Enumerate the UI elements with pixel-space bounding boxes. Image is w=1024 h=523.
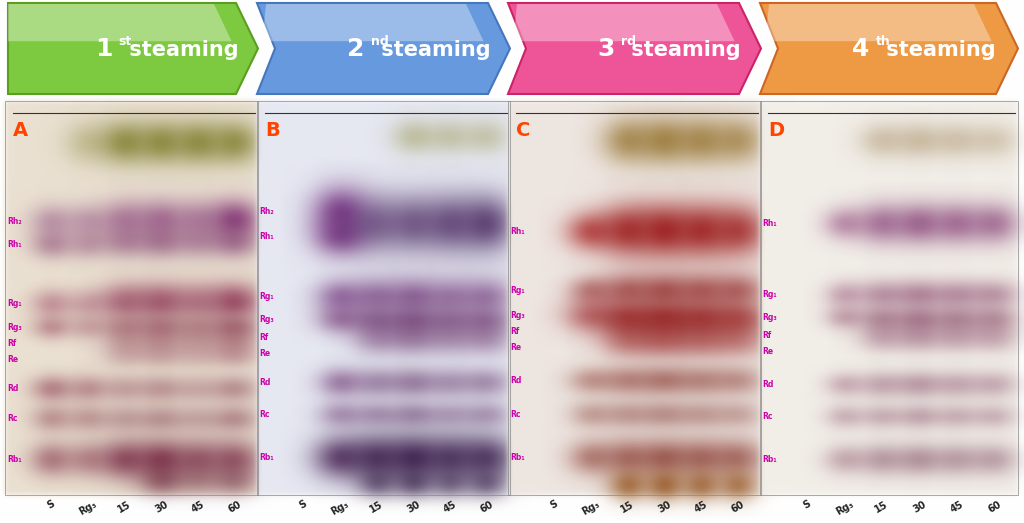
- Text: steaming: steaming: [625, 40, 741, 61]
- Text: A: A: [13, 121, 28, 140]
- Text: steaming: steaming: [374, 40, 490, 61]
- Bar: [508, 101, 761, 495]
- Text: Rg₁: Rg₁: [259, 291, 273, 301]
- Text: Rg₃: Rg₃: [78, 499, 98, 517]
- Text: 15: 15: [117, 499, 133, 515]
- Text: 30: 30: [911, 499, 928, 515]
- Text: Rd: Rd: [510, 376, 521, 385]
- Text: 30: 30: [656, 499, 673, 515]
- Text: 45: 45: [441, 499, 459, 515]
- Text: Rf: Rf: [510, 327, 519, 336]
- Text: Rg₁: Rg₁: [510, 286, 524, 294]
- Text: st: st: [119, 35, 132, 48]
- Bar: [257, 101, 510, 495]
- Polygon shape: [513, 4, 734, 41]
- Text: 30: 30: [153, 499, 170, 515]
- Text: Rb₁: Rb₁: [7, 455, 22, 464]
- Text: C: C: [516, 121, 530, 140]
- Bar: [5, 101, 258, 495]
- Text: B: B: [265, 121, 280, 140]
- Text: rd: rd: [622, 35, 637, 48]
- Text: Rc: Rc: [259, 410, 269, 419]
- Text: S: S: [298, 499, 309, 511]
- Text: 4: 4: [852, 38, 869, 62]
- Text: Rg₁: Rg₁: [762, 290, 777, 299]
- Text: Re: Re: [7, 355, 18, 363]
- Text: Rg₃: Rg₃: [581, 499, 602, 517]
- Text: 45: 45: [948, 499, 965, 515]
- Text: 1: 1: [95, 38, 113, 62]
- Text: S: S: [46, 499, 57, 511]
- Text: Rh₂: Rh₂: [259, 207, 273, 216]
- Text: Rh₁: Rh₁: [7, 240, 22, 249]
- Text: Rc: Rc: [510, 410, 520, 419]
- Text: Rb₁: Rb₁: [762, 455, 777, 464]
- Text: Rd: Rd: [259, 378, 270, 387]
- Bar: [760, 101, 1018, 495]
- Polygon shape: [8, 4, 231, 41]
- Text: 60: 60: [478, 499, 495, 515]
- Text: Rg₃: Rg₃: [259, 315, 273, 324]
- Polygon shape: [257, 3, 510, 94]
- Text: 60: 60: [226, 499, 243, 515]
- Text: S: S: [549, 499, 560, 511]
- Text: steaming: steaming: [122, 40, 239, 61]
- Text: Rg₁: Rg₁: [7, 299, 22, 309]
- Text: 60: 60: [986, 499, 1002, 515]
- Text: Rh₁: Rh₁: [510, 226, 524, 235]
- Text: Rh₁: Rh₁: [762, 219, 777, 228]
- Text: 15: 15: [620, 499, 636, 515]
- Text: 3: 3: [598, 38, 615, 62]
- Text: Rf: Rf: [7, 339, 16, 348]
- Text: 2: 2: [347, 38, 365, 62]
- Text: D: D: [768, 121, 784, 140]
- Text: Rc: Rc: [762, 412, 772, 420]
- Text: Rd: Rd: [762, 380, 773, 389]
- Polygon shape: [508, 3, 761, 94]
- Text: Rg₃: Rg₃: [834, 499, 855, 517]
- Text: Rh₂: Rh₂: [7, 217, 22, 225]
- Text: 15: 15: [873, 499, 890, 515]
- Polygon shape: [262, 4, 483, 41]
- Text: nd: nd: [371, 35, 388, 48]
- Text: 15: 15: [369, 499, 385, 515]
- Text: 45: 45: [189, 499, 207, 515]
- Text: 45: 45: [692, 499, 710, 515]
- Polygon shape: [765, 4, 991, 41]
- Text: Rc: Rc: [7, 414, 17, 423]
- Text: Rb₁: Rb₁: [259, 453, 273, 462]
- Polygon shape: [8, 3, 258, 94]
- Text: Re: Re: [762, 347, 773, 356]
- Text: Rd: Rd: [7, 384, 18, 393]
- Text: Rg₃: Rg₃: [7, 323, 22, 332]
- Text: Rg₃: Rg₃: [762, 313, 777, 322]
- Text: th: th: [876, 35, 891, 48]
- Text: Rf: Rf: [259, 333, 268, 342]
- Text: steaming: steaming: [879, 40, 995, 61]
- Text: Re: Re: [259, 349, 270, 358]
- Polygon shape: [760, 3, 1018, 94]
- Text: Rg₃: Rg₃: [510, 311, 524, 320]
- Text: S: S: [801, 499, 812, 511]
- Text: Rh₁: Rh₁: [259, 232, 273, 242]
- Text: Re: Re: [510, 343, 521, 352]
- Text: Rf: Rf: [762, 331, 771, 340]
- Text: 30: 30: [404, 499, 422, 515]
- Text: Rg₃: Rg₃: [330, 499, 350, 517]
- Text: 60: 60: [729, 499, 746, 515]
- Text: Rb₁: Rb₁: [510, 453, 524, 462]
